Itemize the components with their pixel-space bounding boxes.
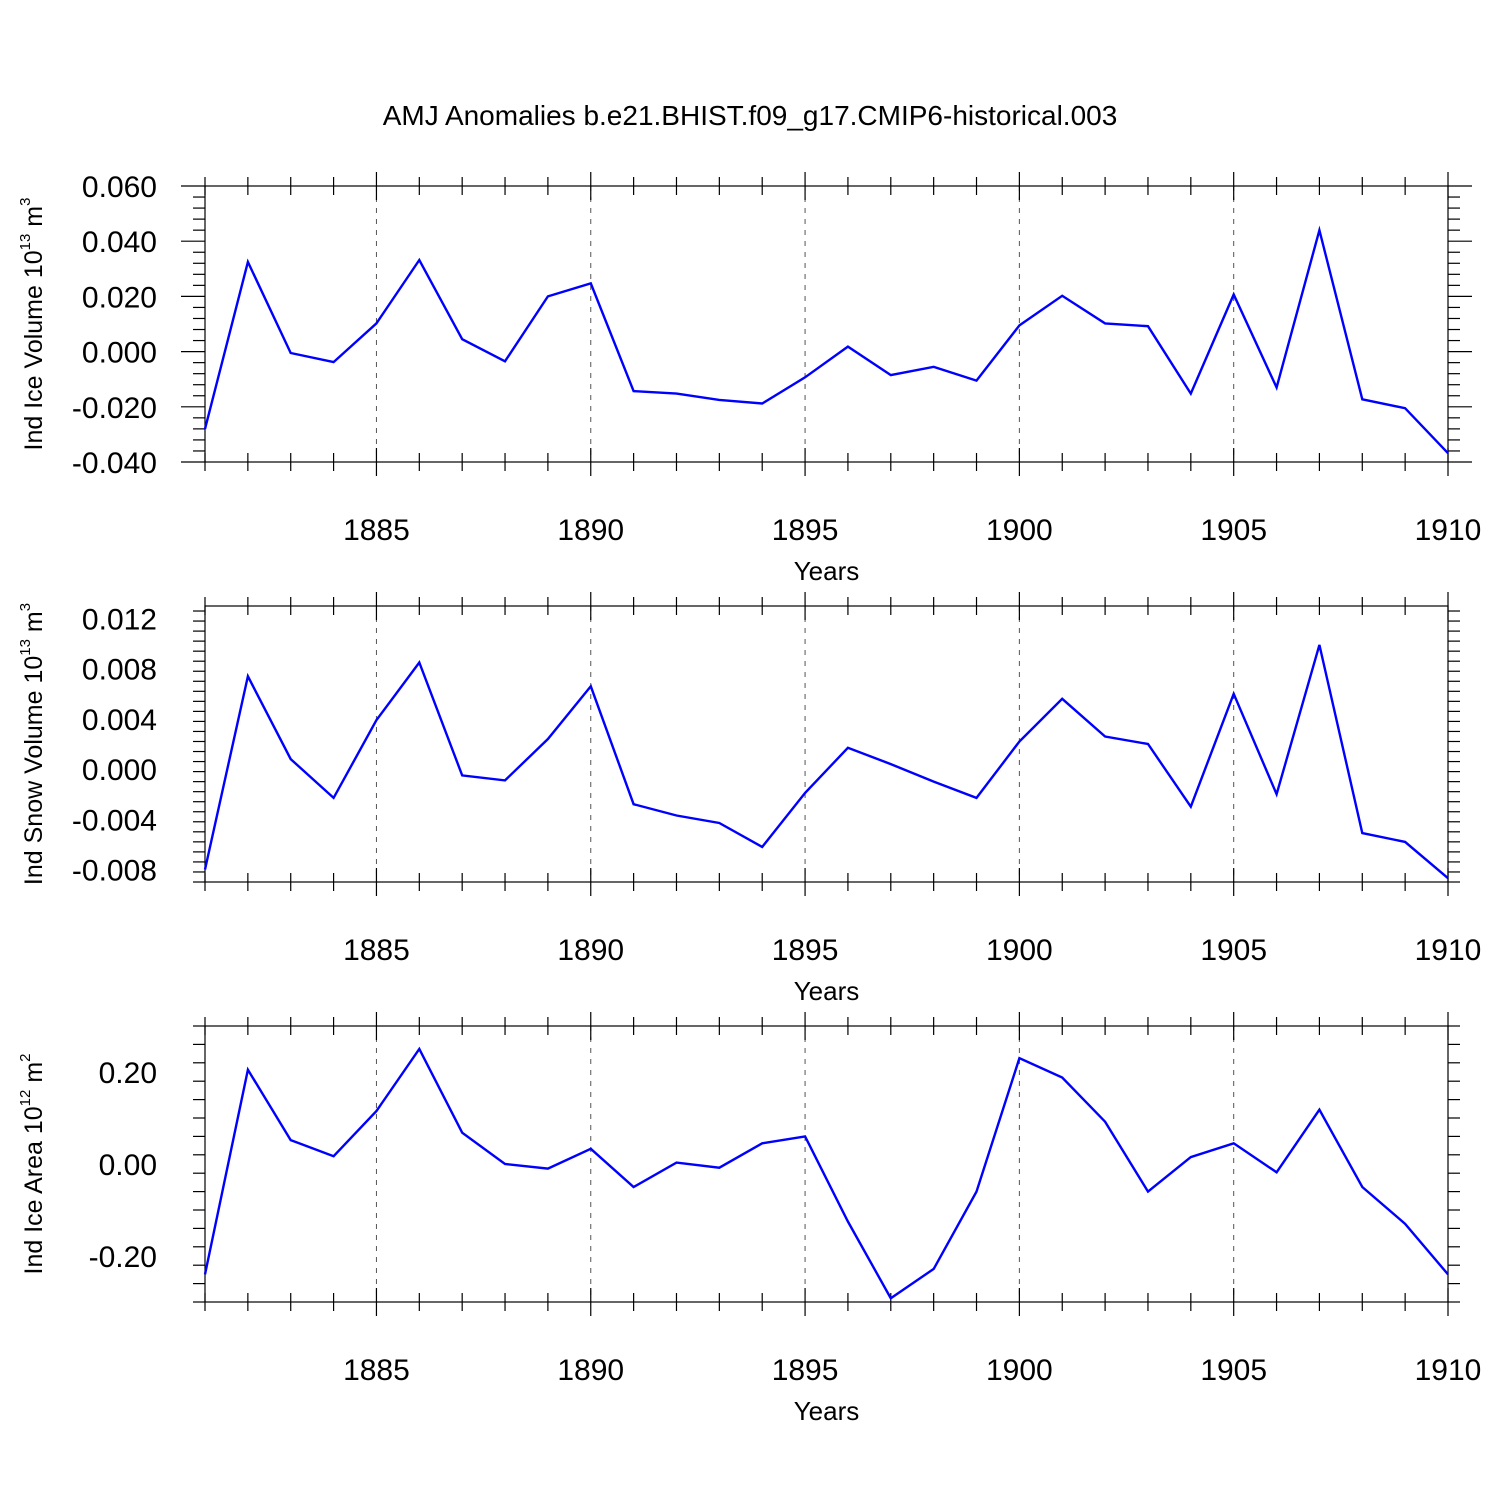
chart-panel-2: -0.008 -0.004 0.000 0.004 0.008 0.012 1885 1890…: [17, 592, 1481, 1006]
y-tick-label: -0.040: [72, 447, 157, 480]
y-tick-label: 0.020: [82, 281, 157, 314]
x-tick-label: 1910: [1415, 1354, 1482, 1387]
x-tick-label: 1890: [557, 514, 624, 547]
y-tick-label: 0.012: [82, 604, 157, 637]
chart-panel-3: -0.20 0.00 0.20 1885 1890 1895 1900 1905 1910 Yea…: [17, 1012, 1481, 1426]
x-tick-label: 1900: [986, 1354, 1053, 1387]
x-tick-label: 1895: [772, 1354, 839, 1387]
series-line: [203, 644, 1449, 880]
y-tick-label: 0.004: [82, 704, 157, 737]
y-tick-label: 0.008: [82, 654, 157, 687]
series-line: [203, 225, 1449, 455]
x-axis-label: Years: [794, 976, 860, 1006]
x-tick-label: 1905: [1200, 514, 1267, 547]
x-tick-label: 1910: [1415, 934, 1482, 967]
x-tick-label: 1900: [986, 514, 1053, 547]
x-tick-label: 1890: [557, 1354, 624, 1387]
y-tick-label: -0.004: [72, 804, 157, 837]
chart-title: AMJ Anomalies b.e21.BHIST.f09_g17.CMIP6-…: [383, 100, 1118, 131]
plot-frame: [204, 1025, 1449, 1303]
y-tick-label: 0.00: [99, 1149, 157, 1182]
y-tick-label: 0.20: [99, 1057, 157, 1090]
y-tick-label: -0.020: [72, 392, 157, 425]
plot-frame: [204, 185, 1449, 463]
y-tick-label: 0.000: [82, 337, 157, 370]
x-axis-label: Years: [794, 556, 860, 586]
x-tick-label: 1895: [772, 514, 839, 547]
x-tick-label: 1895: [772, 934, 839, 967]
y-tick-label: -0.008: [72, 854, 157, 887]
y-axis-label: Ind Ice Area 1012 m2: [17, 1054, 48, 1275]
x-axis-label: Years: [794, 1396, 860, 1426]
chart-panels: -0.040 -0.020 0.000 0.020 0.040 0.060 1885 1890…: [17, 171, 1481, 1426]
x-tick-label: 1885: [343, 934, 410, 967]
y-axis-label: Ind Snow Volume 1013 m3: [17, 603, 48, 885]
x-tick-label: 1890: [557, 934, 624, 967]
x-tick-label: 1910: [1415, 514, 1482, 547]
x-tick-label: 1885: [343, 514, 410, 547]
y-tick-label: 0.040: [82, 226, 157, 259]
chart-panel-1: -0.040 -0.020 0.000 0.020 0.040 0.060 1885 1890…: [17, 171, 1481, 586]
y-tick-label: 0.060: [82, 171, 157, 204]
y-tick-label: -0.20: [89, 1241, 157, 1274]
x-tick-label: 1885: [343, 1354, 410, 1387]
y-axis-label: Ind Ice Volume 1013 m3: [17, 198, 48, 451]
x-tick-label: 1905: [1200, 1354, 1267, 1387]
x-tick-label: 1905: [1200, 934, 1267, 967]
series-line: [203, 1046, 1449, 1301]
y-tick-label: 0.000: [82, 754, 157, 787]
x-tick-label: 1900: [986, 934, 1053, 967]
plot-frame: [204, 605, 1449, 883]
